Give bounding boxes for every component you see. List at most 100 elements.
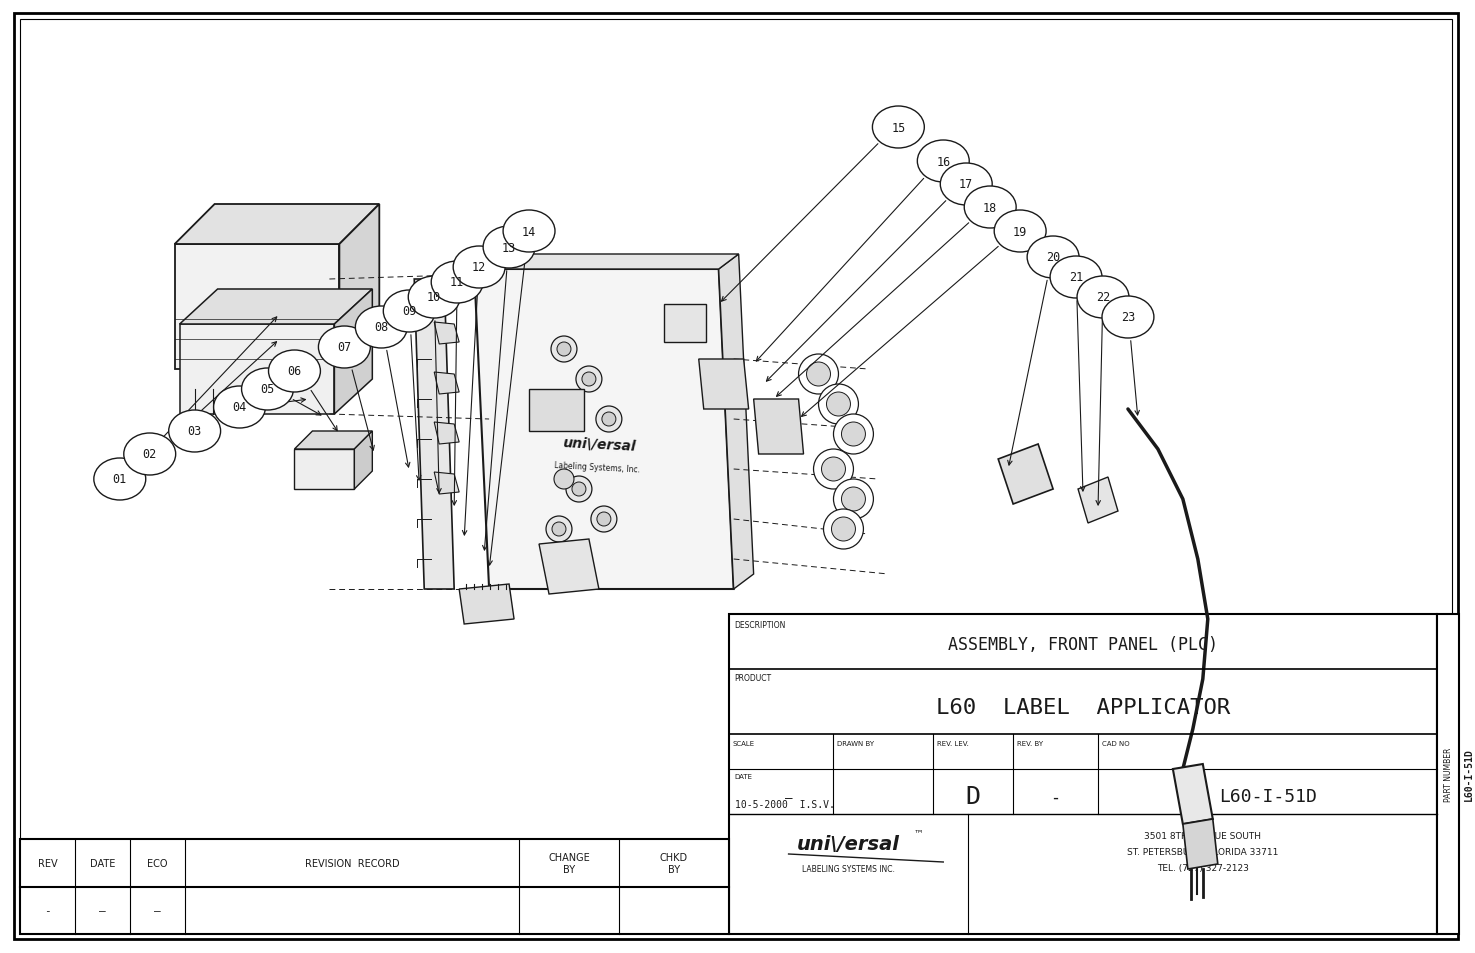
Ellipse shape bbox=[965, 187, 1016, 229]
Circle shape bbox=[572, 482, 586, 497]
Text: REV: REV bbox=[37, 858, 58, 868]
Text: PART NUMBER: PART NUMBER bbox=[1444, 747, 1453, 801]
Circle shape bbox=[798, 355, 838, 395]
Text: Labeling Systems, Inc.: Labeling Systems, Inc. bbox=[553, 460, 640, 475]
Polygon shape bbox=[1078, 477, 1118, 523]
Text: 3501 8TH AVENUE SOUTH: 3501 8TH AVENUE SOUTH bbox=[1145, 832, 1261, 841]
Text: 19: 19 bbox=[1013, 225, 1027, 238]
Circle shape bbox=[833, 415, 873, 455]
Text: DATE: DATE bbox=[735, 773, 752, 780]
Text: D: D bbox=[966, 784, 981, 809]
Polygon shape bbox=[434, 473, 459, 495]
Polygon shape bbox=[473, 270, 733, 589]
Polygon shape bbox=[335, 290, 372, 415]
Text: 08: 08 bbox=[375, 321, 388, 335]
Text: 04: 04 bbox=[233, 401, 246, 414]
Circle shape bbox=[552, 336, 577, 363]
Ellipse shape bbox=[124, 434, 176, 476]
Bar bbox=[21, 840, 729, 934]
Ellipse shape bbox=[355, 307, 407, 349]
Circle shape bbox=[546, 517, 572, 542]
Polygon shape bbox=[459, 584, 515, 624]
Text: ™: ™ bbox=[913, 827, 923, 837]
Polygon shape bbox=[699, 359, 749, 410]
Text: uni\/ersal: uni\/ersal bbox=[562, 436, 636, 454]
Text: REVISION  RECORD: REVISION RECORD bbox=[304, 858, 400, 868]
Text: 16: 16 bbox=[937, 155, 950, 169]
Text: 06: 06 bbox=[288, 365, 301, 378]
Ellipse shape bbox=[1077, 276, 1128, 318]
Text: 20: 20 bbox=[1046, 252, 1061, 264]
Circle shape bbox=[832, 517, 855, 541]
Text: REV. LEV.: REV. LEV. bbox=[937, 740, 969, 746]
Circle shape bbox=[602, 413, 617, 427]
Circle shape bbox=[575, 367, 602, 393]
Text: ASSEMBLY, FRONT PANEL (PLC): ASSEMBLY, FRONT PANEL (PLC) bbox=[948, 636, 1218, 654]
Text: 23: 23 bbox=[1121, 312, 1136, 324]
Polygon shape bbox=[174, 205, 379, 245]
Text: LABELING SYSTEMS INC.: LABELING SYSTEMS INC. bbox=[802, 864, 895, 874]
Text: 07: 07 bbox=[338, 341, 351, 355]
Circle shape bbox=[555, 470, 574, 490]
Ellipse shape bbox=[1102, 296, 1153, 338]
Polygon shape bbox=[999, 444, 1053, 504]
Ellipse shape bbox=[503, 211, 555, 253]
Polygon shape bbox=[180, 325, 335, 415]
Circle shape bbox=[841, 422, 866, 447]
Polygon shape bbox=[339, 205, 379, 370]
Text: 03: 03 bbox=[187, 425, 202, 438]
Ellipse shape bbox=[409, 276, 460, 318]
Bar bbox=[1438, 615, 1459, 934]
Circle shape bbox=[591, 506, 617, 533]
Ellipse shape bbox=[994, 211, 1046, 253]
Text: ECO: ECO bbox=[148, 858, 168, 868]
Text: CAD NO: CAD NO bbox=[1102, 740, 1130, 746]
Text: 05: 05 bbox=[261, 383, 274, 396]
Ellipse shape bbox=[319, 327, 370, 369]
Circle shape bbox=[807, 363, 830, 387]
Text: 14: 14 bbox=[522, 225, 537, 238]
Polygon shape bbox=[180, 290, 372, 325]
Polygon shape bbox=[473, 254, 739, 270]
Text: 01: 01 bbox=[112, 473, 127, 486]
Ellipse shape bbox=[872, 107, 925, 149]
Ellipse shape bbox=[94, 458, 146, 500]
Text: 15: 15 bbox=[891, 121, 906, 134]
Text: L60  LABEL  APPLICATOR: L60 LABEL APPLICATOR bbox=[937, 698, 1230, 718]
Ellipse shape bbox=[453, 247, 504, 289]
Text: DATE: DATE bbox=[90, 858, 115, 868]
Text: 02: 02 bbox=[143, 448, 156, 461]
Text: TEL. (727) 327-2123: TEL. (727) 327-2123 bbox=[1156, 863, 1249, 873]
Ellipse shape bbox=[431, 262, 484, 304]
Text: 17: 17 bbox=[959, 178, 974, 192]
Text: ST. PETERSBURG, FLORIDA 33711: ST. PETERSBURG, FLORIDA 33711 bbox=[1127, 847, 1279, 857]
Text: 18: 18 bbox=[982, 201, 997, 214]
Ellipse shape bbox=[1027, 236, 1080, 278]
Circle shape bbox=[597, 513, 611, 526]
Polygon shape bbox=[434, 323, 459, 345]
Text: CHANGE
BY: CHANGE BY bbox=[549, 852, 590, 874]
Polygon shape bbox=[414, 280, 454, 589]
Ellipse shape bbox=[940, 164, 993, 206]
Text: 12: 12 bbox=[472, 261, 487, 274]
Text: 10-5-2000  I.S.V.: 10-5-2000 I.S.V. bbox=[735, 800, 835, 809]
Polygon shape bbox=[434, 373, 459, 395]
Ellipse shape bbox=[917, 141, 969, 183]
Circle shape bbox=[826, 393, 851, 416]
Text: uni\/ersal: uni\/ersal bbox=[796, 835, 900, 854]
Ellipse shape bbox=[1050, 256, 1102, 298]
Polygon shape bbox=[1173, 764, 1212, 824]
Polygon shape bbox=[754, 399, 804, 455]
Circle shape bbox=[552, 522, 566, 537]
Polygon shape bbox=[174, 245, 339, 370]
Circle shape bbox=[823, 510, 863, 550]
Text: PRODUCT: PRODUCT bbox=[735, 673, 771, 682]
Bar bbox=[664, 305, 705, 343]
Circle shape bbox=[814, 450, 854, 490]
Polygon shape bbox=[354, 432, 372, 490]
Ellipse shape bbox=[168, 411, 221, 453]
Polygon shape bbox=[295, 432, 372, 450]
Text: —: — bbox=[153, 905, 161, 915]
Text: DESCRIPTION: DESCRIPTION bbox=[735, 620, 786, 629]
Ellipse shape bbox=[384, 291, 435, 333]
